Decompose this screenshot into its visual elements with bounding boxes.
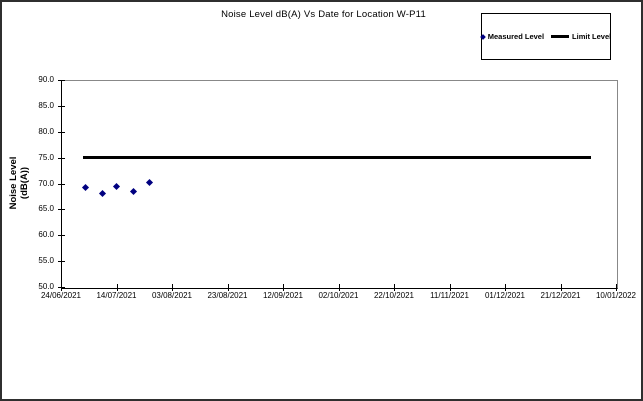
legend-label-measured: Measured Level xyxy=(487,32,545,41)
plot-area xyxy=(61,80,618,289)
legend-entry-measured: Measured Level xyxy=(479,32,545,41)
x-tick-label: 10/01/2022 xyxy=(595,291,637,300)
x-tick-label: 11/11/2021 xyxy=(430,291,469,300)
x-tick-label: 24/06/2021 xyxy=(40,291,82,300)
chart-title: Noise Level dB(A) Vs Date for Location W… xyxy=(221,9,426,20)
x-tick-label: 03/08/2021 xyxy=(151,291,193,300)
y-tick-label: 90.0 xyxy=(38,75,54,84)
x-tick-label: 14/07/2021 xyxy=(96,291,137,300)
x-tick-label: 02/10/2021 xyxy=(318,291,359,300)
x-tick-label: 22/10/2021 xyxy=(373,291,415,300)
legend-entry-limit: Limit Level xyxy=(551,32,611,41)
legend: Measured Level Limit Level xyxy=(479,13,611,60)
y-tick-label: 50.0 xyxy=(38,282,54,291)
x-tick-label: 01/12/2021 xyxy=(484,291,526,300)
x-tick-label: 23/08/2021 xyxy=(207,291,248,300)
y-axis-title-line2: (dB(A)) xyxy=(19,166,30,200)
x-tick-label: 12/09/2021 xyxy=(262,291,304,300)
legend-label-limit: Limit Level xyxy=(572,32,612,41)
x-tick-label: 21/12/2021 xyxy=(540,291,581,300)
measured-level-marker-icon xyxy=(479,33,486,40)
y-axis-title: Noise Level (dB(A)) xyxy=(8,103,38,263)
limit-level-line-icon xyxy=(551,35,570,38)
y-axis-title-line1: Noise Level xyxy=(8,156,19,210)
